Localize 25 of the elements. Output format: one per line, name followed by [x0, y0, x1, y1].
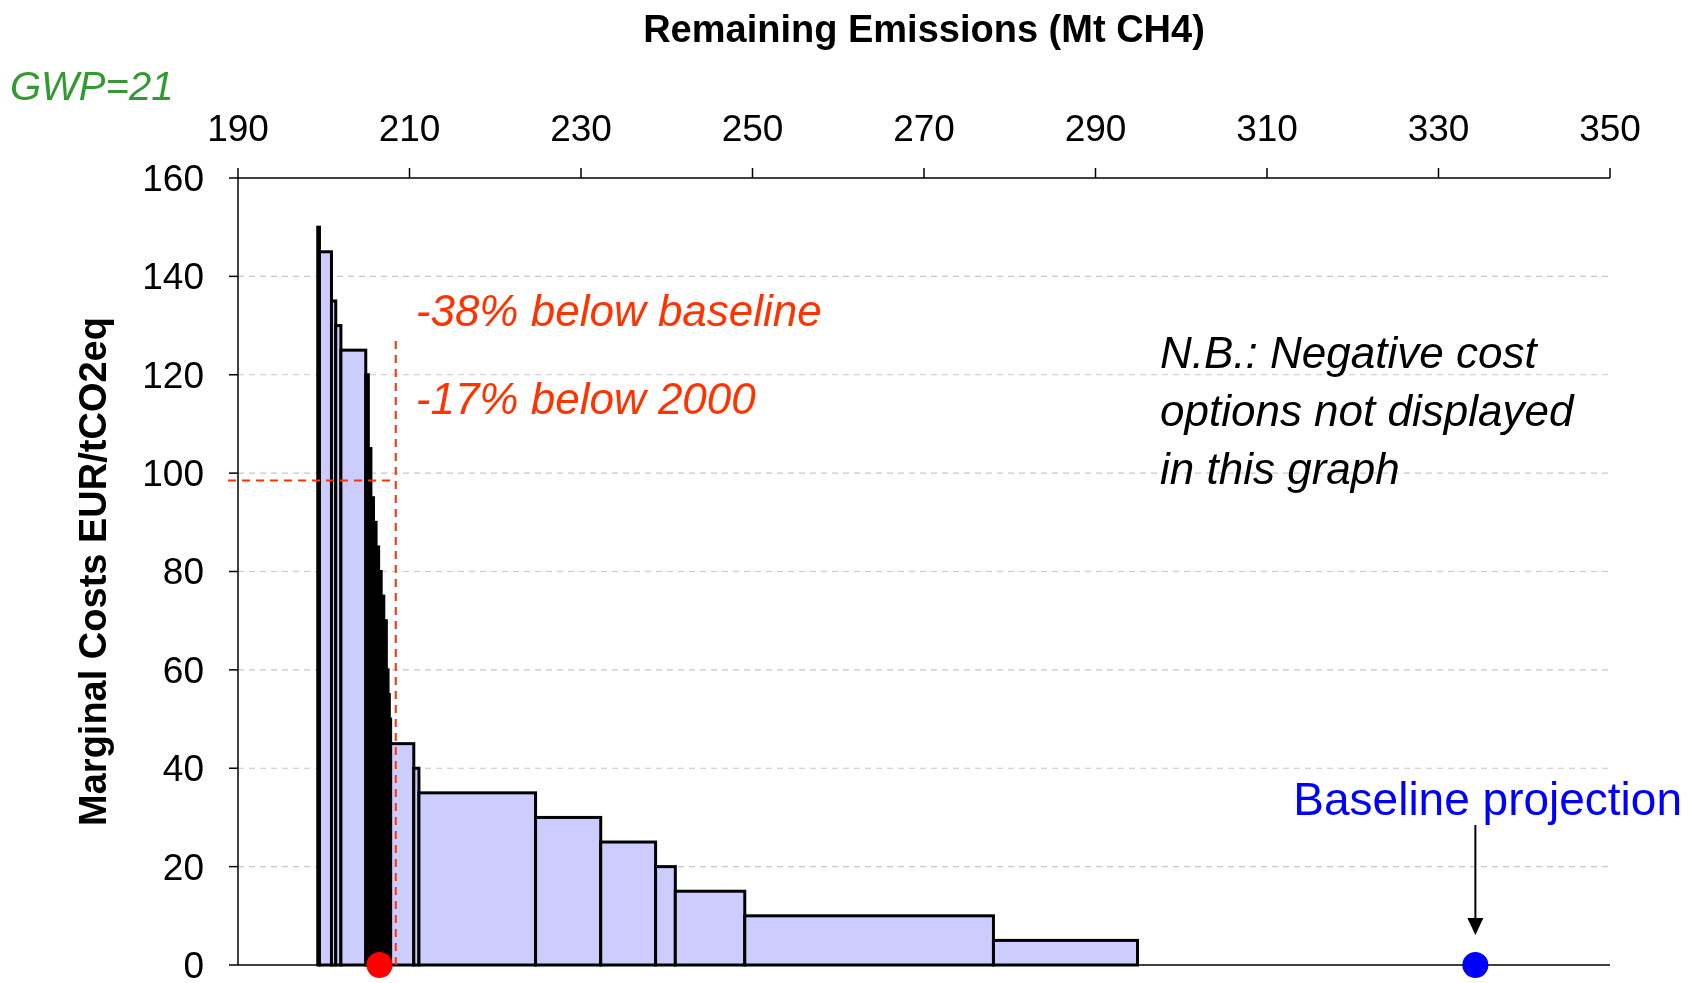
y-tick-label: 0 [183, 944, 204, 983]
x-tick-label: 270 [893, 107, 955, 149]
ref-line-label: -38% below baseline [415, 285, 822, 335]
annotation: N.B.: Negative cost options not displayed in this graph [1160, 328, 1575, 493]
x-tick-label: 230 [550, 107, 612, 149]
y-tick-label: 160 [142, 157, 204, 199]
x-tick-label: 250 [721, 107, 784, 149]
y-tick-label: 140 [142, 256, 204, 298]
x-tick-label: 350 [1579, 107, 1641, 149]
x-tick-label: 210 [378, 107, 441, 149]
text: Baseline projection [1293, 773, 1682, 825]
y-tick-label: 20 [162, 846, 204, 888]
y-tick-label: 120 [142, 354, 204, 396]
y-tick-label: 100 [142, 453, 204, 495]
x-tick-label: 330 [1407, 107, 1470, 149]
x-tick-label: 290 [1064, 107, 1127, 149]
x-tick-label: 190 [207, 107, 269, 149]
x-tick-label: 310 [1236, 107, 1298, 149]
x-axis-title: Remaining Emissions (Mt CH4) [643, 8, 1205, 50]
ref-line-label: -17% below 2000 [415, 374, 757, 424]
y-tick-label: 40 [162, 748, 204, 790]
y-axis-title: Marginal Costs EUR/tCO2eq [72, 317, 114, 826]
text: GWP=21 [10, 64, 174, 108]
y-tick-label: 80 [162, 551, 204, 593]
y-tick-label: 60 [162, 649, 204, 691]
